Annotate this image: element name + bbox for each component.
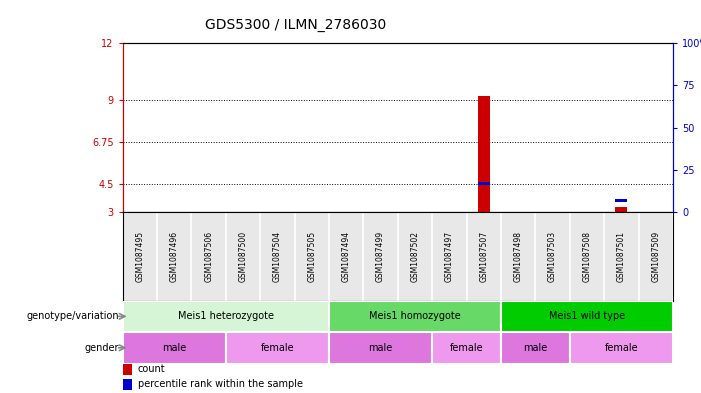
Text: Meis1 heterozygote: Meis1 heterozygote xyxy=(178,311,274,321)
Bar xyxy=(615,199,627,202)
Text: gender: gender xyxy=(85,343,119,353)
Text: percentile rank within the sample: percentile rank within the sample xyxy=(138,379,303,389)
Bar xyxy=(615,207,627,212)
Text: GSM1087505: GSM1087505 xyxy=(307,231,316,282)
Text: female: female xyxy=(604,343,638,353)
Text: GSM1087503: GSM1087503 xyxy=(548,231,557,282)
Text: GSM1087497: GSM1087497 xyxy=(445,231,454,282)
Bar xyxy=(123,379,132,390)
Text: GDS5300 / ILMN_2786030: GDS5300 / ILMN_2786030 xyxy=(205,18,386,32)
Bar xyxy=(226,332,329,364)
Text: GSM1087501: GSM1087501 xyxy=(617,231,626,282)
Text: GSM1087507: GSM1087507 xyxy=(479,231,489,282)
Text: GSM1087499: GSM1087499 xyxy=(376,231,385,282)
Bar xyxy=(123,364,132,375)
Bar xyxy=(329,301,501,332)
Text: female: female xyxy=(261,343,294,353)
Text: GSM1087495: GSM1087495 xyxy=(135,231,144,282)
Bar xyxy=(433,332,501,364)
Bar xyxy=(478,182,490,185)
Bar xyxy=(123,301,329,332)
Text: genotype/variation: genotype/variation xyxy=(27,311,119,321)
Bar xyxy=(123,332,226,364)
Text: GSM1087504: GSM1087504 xyxy=(273,231,282,282)
Bar xyxy=(501,301,673,332)
Bar xyxy=(570,332,673,364)
Text: male: male xyxy=(369,343,393,353)
Text: Meis1 wild type: Meis1 wild type xyxy=(549,311,625,321)
Text: male: male xyxy=(523,343,547,353)
Text: GSM1087508: GSM1087508 xyxy=(583,231,592,282)
Text: GSM1087496: GSM1087496 xyxy=(170,231,179,282)
Text: GSM1087506: GSM1087506 xyxy=(204,231,213,282)
Text: count: count xyxy=(138,364,165,374)
Text: GSM1087509: GSM1087509 xyxy=(651,231,660,282)
Bar xyxy=(501,332,570,364)
Text: female: female xyxy=(450,343,484,353)
Text: GSM1087498: GSM1087498 xyxy=(514,231,523,282)
Text: male: male xyxy=(162,343,186,353)
Text: Meis1 homozygote: Meis1 homozygote xyxy=(369,311,461,321)
Bar xyxy=(478,96,490,212)
Text: GSM1087500: GSM1087500 xyxy=(238,231,247,282)
Bar xyxy=(329,332,433,364)
Text: GSM1087502: GSM1087502 xyxy=(411,231,419,282)
Text: GSM1087494: GSM1087494 xyxy=(341,231,350,282)
